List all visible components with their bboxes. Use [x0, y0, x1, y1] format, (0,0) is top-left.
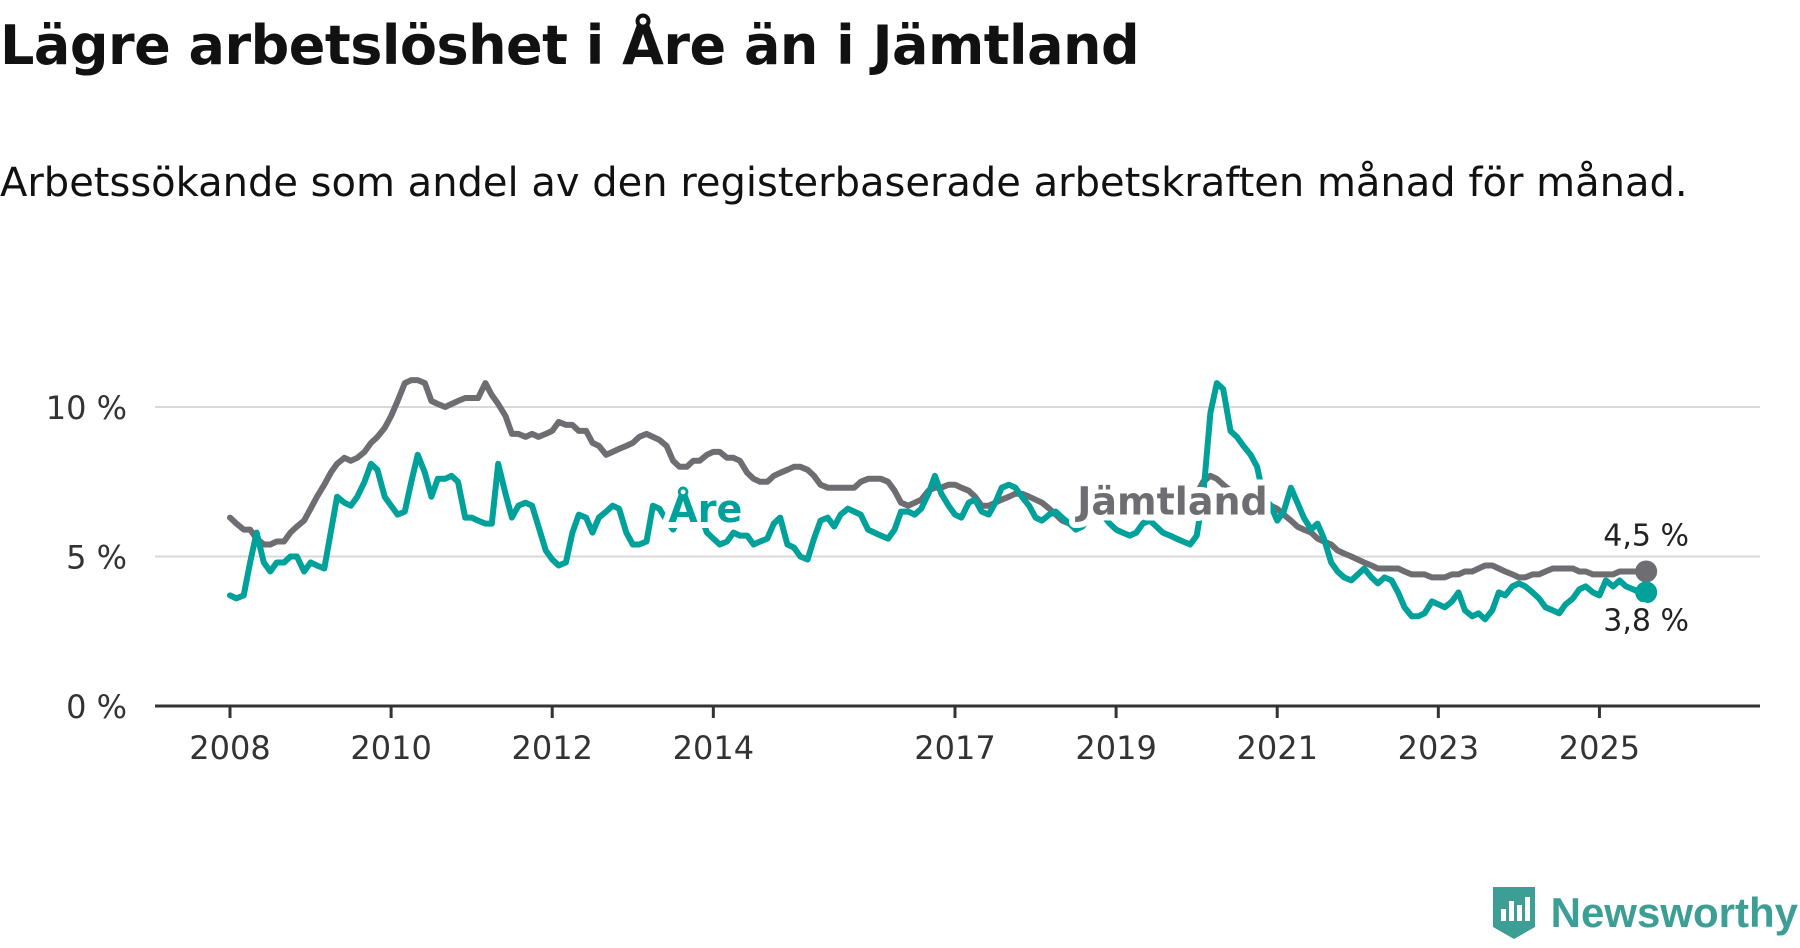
x-tick-label: 2021 — [1237, 729, 1318, 767]
series-end-dot-are — [1635, 581, 1658, 604]
y-tick-label: 5 % — [66, 539, 127, 577]
x-tick-label: 2017 — [914, 729, 995, 767]
series-labels: Jämtland Åre 4,5 % 3,8 % — [662, 474, 1695, 645]
x-tick-label: 2023 — [1398, 729, 1479, 767]
newsworthy-logo[interactable]: Newsworthy — [1489, 878, 1798, 948]
axes: 0 % 5 % 10 % 2008 2010 2012 2014 2017 2019 2021 20… — [46, 389, 1760, 767]
x-tick-label: 2008 — [189, 729, 270, 767]
end-label-are: 3,8 % — [1603, 603, 1689, 638]
chart-subtitle: Arbetssökande som andel av den registerb… — [0, 160, 1688, 206]
chart-title: Lägre arbetslöshet i Åre än i Jämtland — [0, 14, 1140, 77]
series-label-are: Åre — [668, 487, 742, 531]
x-tick-label: 2019 — [1075, 729, 1156, 767]
y-tick-label: 0 % — [66, 688, 127, 726]
gridlines — [155, 406, 1760, 558]
end-label-jamtland: 4,5 % — [1603, 518, 1689, 553]
brand-name: Newsworthy — [1550, 889, 1798, 936]
x-tick-label: 2012 — [512, 729, 593, 767]
x-tick-label: 2014 — [673, 729, 754, 767]
y-tick-label: 10 % — [46, 389, 127, 427]
x-tick-label: 2025 — [1559, 729, 1640, 767]
series-line-are — [227, 380, 1650, 623]
series-end-dot-jamtland — [1635, 560, 1658, 583]
bar-chart-badge-icon — [1492, 887, 1535, 939]
series-label-jamtland: Jämtland — [1074, 480, 1267, 524]
x-tick-label: 2010 — [350, 729, 431, 767]
series-lines — [227, 377, 1658, 623]
